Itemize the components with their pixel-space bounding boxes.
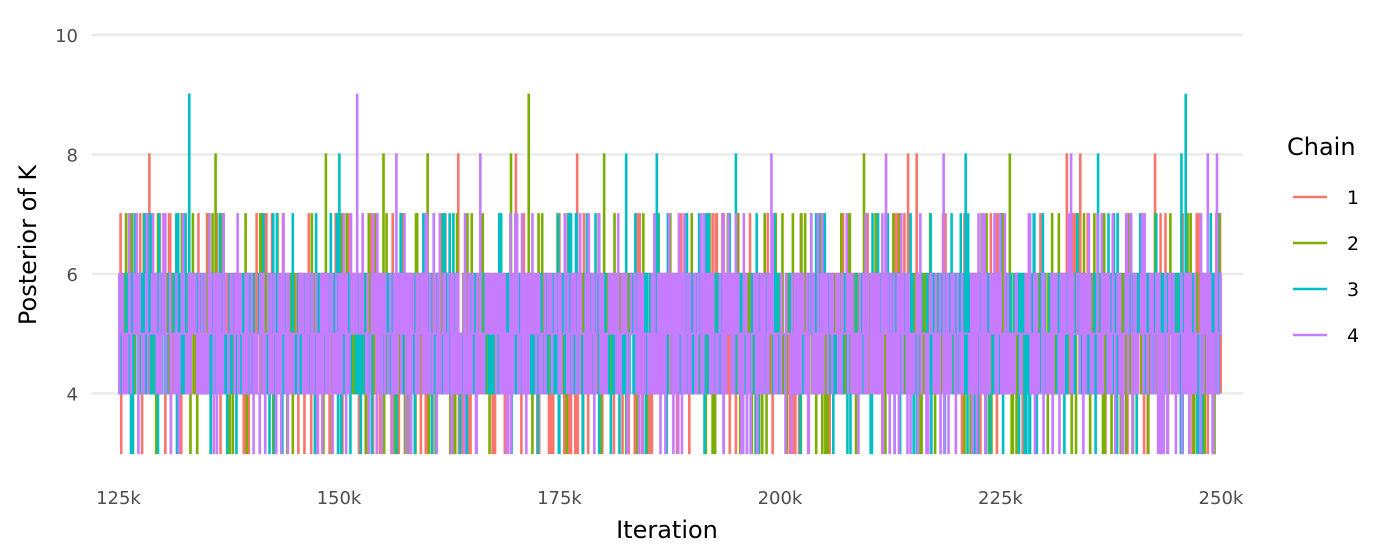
series-layer: [118, 93, 1222, 455]
x-tick-label: 225k: [978, 488, 1023, 509]
y-axis-title: Posterior of K: [14, 164, 42, 325]
y-tick-label: 4: [67, 384, 78, 405]
axis-layer: 4 6 8 10 125k 150k 175k 200k 225k 250k: [55, 26, 1244, 509]
legend-label-2: 2: [1347, 233, 1359, 255]
x-tick-label: 250k: [1199, 488, 1244, 509]
legend-title: Chain: [1287, 133, 1356, 161]
x-tick-label: 125k: [96, 488, 141, 509]
legend-label-4: 4: [1347, 325, 1359, 347]
x-tick-label: 200k: [758, 488, 803, 509]
x-tick-label: 150k: [317, 488, 362, 509]
legend-label-3: 3: [1347, 279, 1359, 301]
x-axis-title: Iteration: [616, 516, 718, 544]
y-tick-label: 10: [55, 26, 78, 47]
series-4-trace: [118, 93, 1222, 455]
legend-label-1: 1: [1347, 187, 1359, 209]
x-tick-label: 175k: [537, 488, 582, 509]
y-tick-label: 6: [67, 265, 78, 286]
y-tick-label: 8: [67, 145, 78, 166]
legend: Chain 1 2 3 4: [1287, 133, 1359, 347]
